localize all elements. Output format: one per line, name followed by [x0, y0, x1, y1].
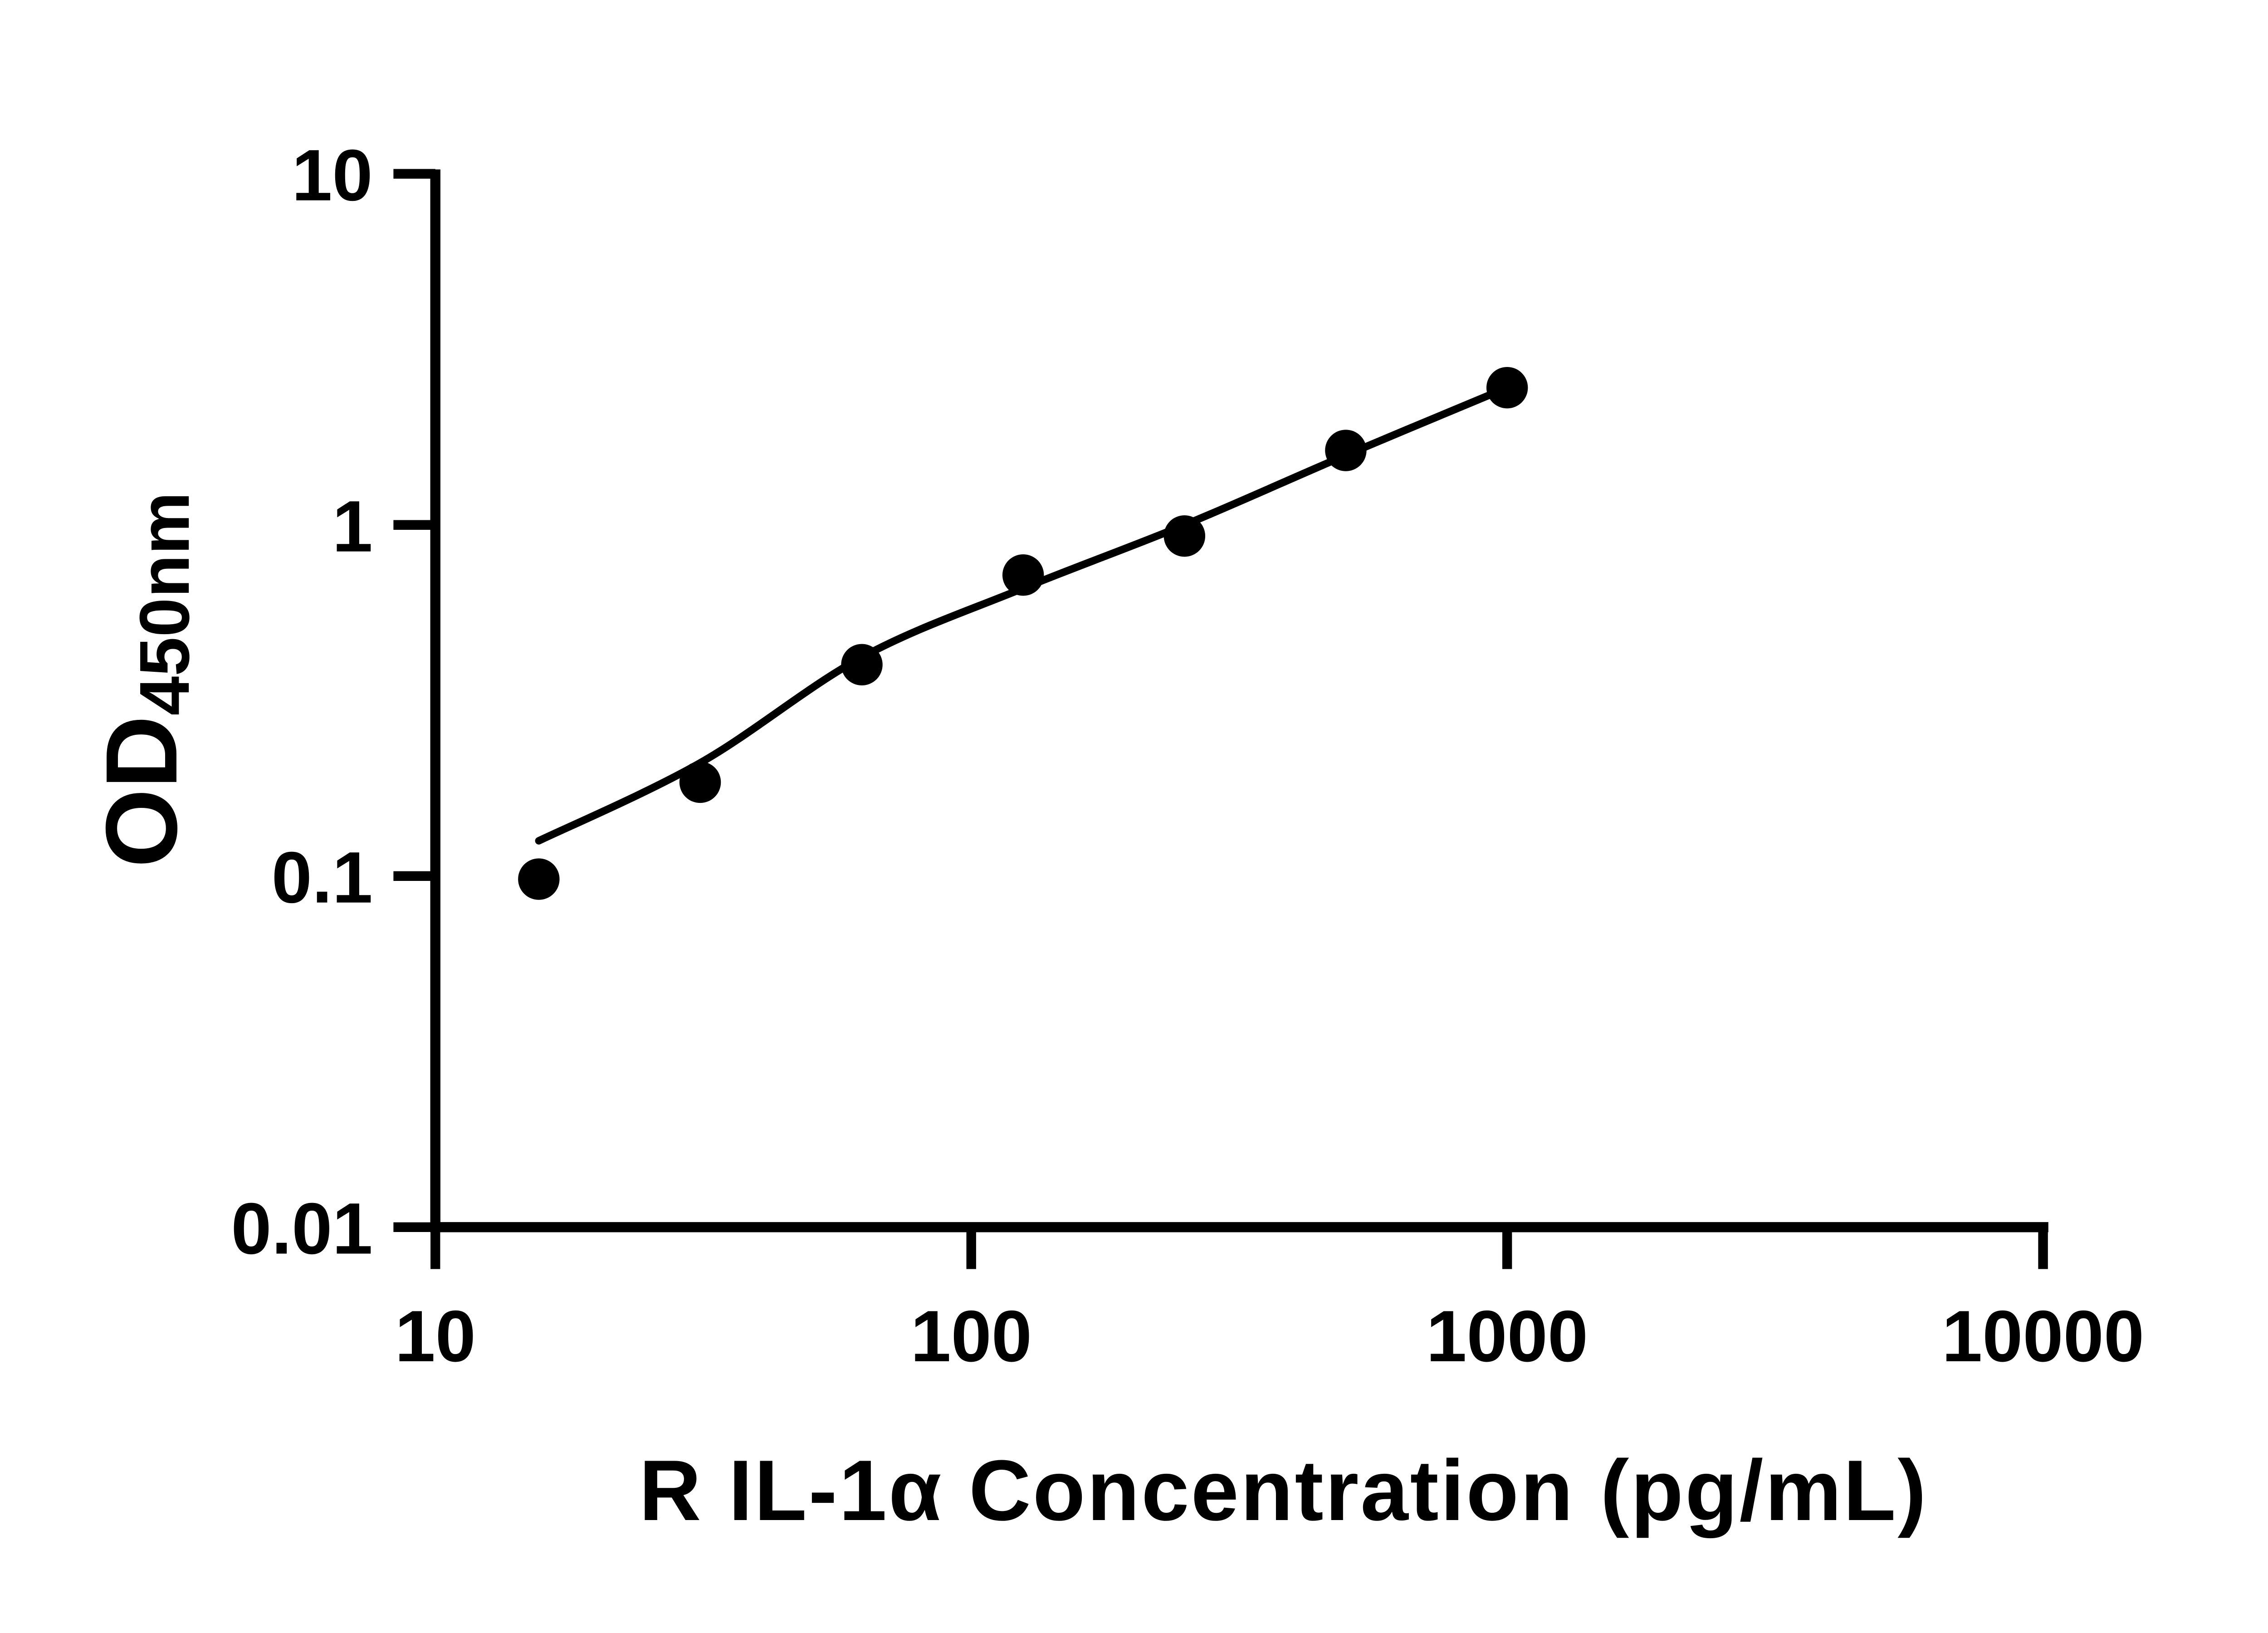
y-axis-title-main: OD	[85, 715, 198, 867]
x-axis-tick-labels: 10 100 1000 10000	[395, 1296, 2145, 1377]
data-point	[841, 644, 883, 686]
y-tick-label: 0.01	[231, 1188, 372, 1269]
data-point	[1486, 367, 1528, 409]
data-points	[518, 367, 1528, 900]
y-axis-ticks	[393, 169, 435, 1232]
x-tick-label: 1000	[1426, 1296, 1588, 1377]
data-point	[1002, 554, 1044, 596]
y-axis-tick-labels: 10 1 0.1 0.01	[231, 135, 372, 1269]
x-tick-label: 10000	[1942, 1296, 2144, 1377]
data-point	[518, 858, 560, 900]
data-point	[1325, 430, 1367, 471]
y-tick-label: 1	[332, 486, 372, 567]
y-tick-label: 0.1	[272, 837, 373, 918]
axis-line	[430, 169, 2048, 1232]
x-axis-title: R IL-1α Concentration (pg/mL)	[639, 1442, 1928, 1539]
y-axis-title: OD450nm	[85, 492, 204, 867]
data-point	[679, 761, 721, 803]
x-tick-label: 10	[395, 1296, 476, 1377]
y-axis-title-sub: 450nm	[125, 492, 204, 715]
data-point	[1163, 515, 1206, 557]
axes: 10 100 1000 10000 10 1 0.1 0.01	[231, 135, 2144, 1377]
x-tick-label: 100	[910, 1296, 1032, 1377]
y-tick-label: 10	[292, 135, 372, 216]
x-axis-ticks	[430, 1227, 2048, 1269]
